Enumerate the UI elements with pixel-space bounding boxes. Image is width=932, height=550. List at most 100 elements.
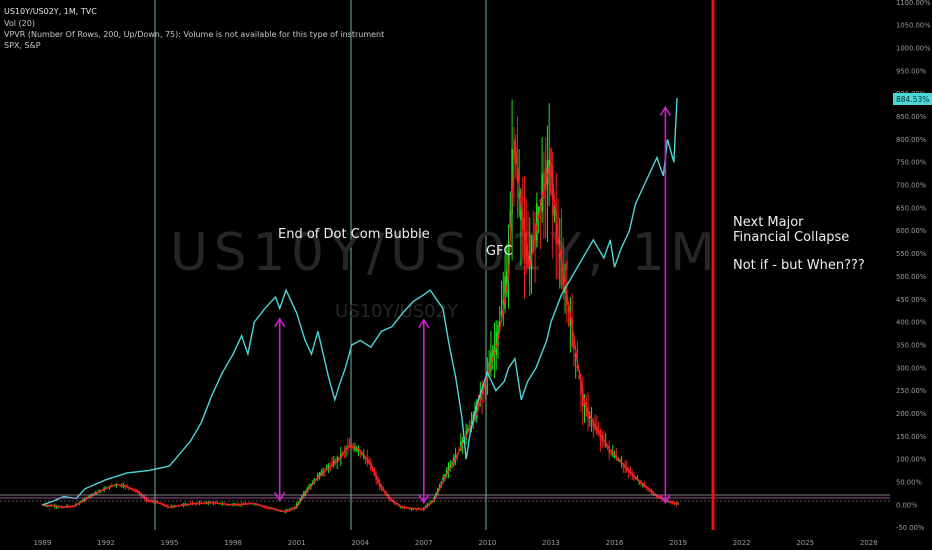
candle-body	[474, 411, 476, 420]
candle-body	[601, 434, 603, 442]
candle-body	[578, 374, 581, 380]
y-tick-label: 950.00%	[896, 67, 927, 75]
candle-body	[490, 352, 492, 371]
y-axis: 1100.00%1050.00%1000.00%950.00%900.00%85…	[896, 0, 931, 532]
candle-body	[620, 462, 623, 464]
spx-line	[42, 98, 678, 506]
y-tick-label: 650.00%	[896, 204, 927, 212]
candle-body	[467, 428, 469, 433]
candle-body	[558, 254, 561, 256]
candle-body	[537, 206, 540, 217]
y-tick-label: 150.00%	[896, 433, 927, 441]
candle-body	[488, 362, 490, 374]
annotation-question: Not if - but When???	[733, 258, 865, 273]
x-tick-label: 2016	[606, 539, 624, 547]
spx-last-label: 884.53%	[896, 95, 929, 104]
candle-body	[562, 267, 565, 291]
y-tick-label: 750.00%	[896, 159, 927, 167]
candle-body	[528, 256, 531, 269]
annotation-financial-collapse: Financial Collapse	[733, 230, 850, 245]
candle-body	[506, 270, 508, 293]
candle-body	[380, 486, 383, 489]
x-tick-label: 1992	[97, 539, 115, 547]
candle-body	[442, 477, 445, 482]
watermark-small: US10Y/US02Y	[335, 301, 459, 322]
candle-body	[438, 485, 441, 489]
candle-body	[594, 424, 596, 430]
candle-body	[553, 206, 556, 214]
candle-body	[445, 470, 448, 476]
candle-body	[589, 415, 591, 419]
candle-body	[590, 420, 593, 422]
candle-body	[603, 440, 605, 442]
annotation-next-major: Next Major	[733, 215, 804, 230]
candle-body	[567, 307, 570, 313]
candle-body	[576, 365, 579, 368]
candle-body	[366, 457, 369, 464]
x-tick-label: 2001	[288, 539, 306, 547]
candle-body	[534, 223, 536, 241]
candle-body	[638, 480, 641, 482]
annotation-gfc: GFC	[486, 244, 513, 259]
candle-body	[361, 452, 363, 455]
candle-body	[364, 456, 367, 460]
compare-symbol-label[interactable]: SPX, S&P	[4, 41, 41, 50]
candle-body	[460, 440, 462, 451]
candle-body	[308, 486, 310, 490]
candle-body	[468, 426, 471, 428]
candle-body	[502, 300, 505, 306]
x-tick-label: 2004	[351, 539, 369, 547]
candle-body	[599, 430, 602, 441]
candle-body	[495, 331, 498, 356]
candle-body	[371, 467, 374, 472]
x-tick-label: 2013	[542, 539, 560, 547]
drawdown-arrow-head-bottom	[659, 494, 672, 505]
x-tick-label: 2025	[796, 539, 814, 547]
candle-body	[382, 488, 384, 492]
candle-body	[306, 488, 309, 492]
candle-body	[377, 479, 379, 483]
candle-body	[585, 402, 588, 417]
y-tick-label: 200.00%	[896, 410, 927, 418]
candle-body	[493, 346, 496, 353]
x-tick-label: 2022	[733, 539, 751, 547]
candle-body	[613, 453, 616, 458]
vpvr-indicator-label[interactable]: VPVR (Number Of Rows, 200, Up/Down, 75):…	[4, 30, 385, 39]
candle-body	[525, 233, 528, 264]
candle-body	[514, 148, 517, 165]
candle-body	[481, 389, 483, 396]
candle-body	[520, 201, 522, 221]
volume-indicator-label[interactable]: Vol (20)	[4, 19, 35, 28]
drawdown-arrow-head-top	[659, 105, 672, 116]
y-tick-label: 50.00%	[896, 479, 922, 487]
candle-body	[475, 402, 478, 419]
y-tick-label: 100.00%	[896, 456, 927, 464]
zero-band	[0, 494, 890, 502]
candle-body	[532, 239, 535, 245]
symbol-info[interactable]: US10Y/US02Y, 1M, TVC	[4, 7, 97, 16]
y-tick-label: 850.00%	[896, 113, 927, 121]
candle-body	[551, 165, 554, 216]
candle-body	[497, 325, 499, 345]
candle-body	[511, 148, 513, 214]
candle-body	[470, 421, 473, 425]
drawdown-arrow-head-top	[274, 317, 286, 328]
candle-body	[606, 445, 609, 449]
spx-last-badge	[893, 93, 932, 105]
candle-body	[557, 240, 559, 245]
candle-body	[647, 488, 649, 490]
candle-body	[677, 503, 679, 505]
y-tick-label: 300.00%	[896, 364, 927, 372]
last-value-badges: 884.53%	[893, 93, 932, 105]
candle-body	[516, 168, 519, 183]
candle-body	[128, 487, 130, 489]
candle-body	[571, 318, 573, 347]
candle-body	[435, 492, 437, 497]
candle-body	[548, 159, 550, 172]
candle-body	[536, 203, 538, 240]
drawdown-arrow-head-bottom	[418, 494, 430, 505]
candle-body	[550, 149, 552, 195]
candle-body	[608, 446, 611, 453]
candle-body	[587, 407, 589, 419]
